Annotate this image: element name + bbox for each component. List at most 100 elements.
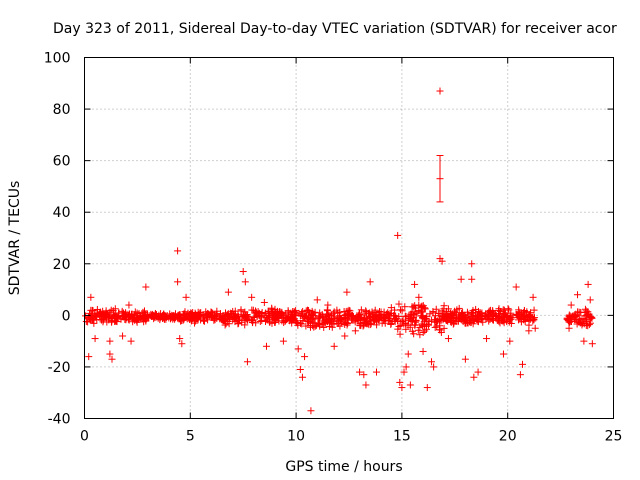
data-point	[395, 312, 403, 320]
data-point	[467, 319, 475, 327]
data-point	[423, 317, 431, 325]
data-point	[430, 363, 438, 371]
data-point	[373, 321, 381, 329]
data-point	[218, 316, 226, 324]
data-point	[436, 87, 444, 95]
data-point	[411, 280, 419, 288]
data-point	[186, 315, 194, 323]
data-point	[234, 320, 242, 328]
data-point	[515, 316, 523, 324]
data-point	[404, 350, 412, 358]
data-point	[371, 309, 379, 317]
data-point	[418, 321, 426, 329]
data-point	[272, 311, 280, 319]
data-point	[398, 384, 406, 392]
data-point	[419, 322, 427, 330]
data-point	[108, 355, 116, 363]
data-point	[499, 306, 507, 314]
y-axis-label: SDTVAR / TECUs	[7, 181, 23, 296]
data-point	[470, 373, 478, 381]
data-point	[118, 307, 126, 315]
data-point	[364, 309, 372, 317]
data-point	[526, 313, 534, 321]
data-point	[457, 315, 465, 323]
y-tick-label: 20	[53, 257, 71, 273]
data-point	[417, 308, 425, 316]
data-point	[279, 337, 287, 345]
data-point	[119, 332, 127, 340]
data-point	[380, 308, 388, 316]
data-point	[268, 308, 276, 316]
data-point	[582, 307, 590, 315]
data-point	[251, 309, 259, 317]
data-point	[425, 321, 433, 329]
data-point	[181, 311, 189, 319]
data-point	[307, 311, 315, 319]
data-point	[419, 347, 427, 355]
data-point	[364, 320, 372, 328]
data-point	[356, 321, 364, 329]
data-point	[583, 311, 591, 319]
data-point	[412, 317, 420, 325]
data-point	[342, 314, 350, 322]
data-point	[125, 301, 133, 309]
data-point	[407, 315, 415, 323]
data-point	[266, 311, 274, 319]
data-point	[397, 306, 405, 314]
data-point	[277, 308, 285, 316]
data-point	[472, 305, 480, 313]
data-point	[324, 301, 332, 309]
data-point	[436, 322, 444, 330]
data-point	[400, 368, 408, 376]
data-point	[227, 310, 235, 318]
data-point	[387, 320, 395, 328]
data-point	[481, 311, 489, 319]
data-point	[406, 381, 414, 389]
data-point	[179, 316, 187, 324]
data-point	[348, 312, 356, 320]
data-point	[485, 317, 493, 325]
data-point	[584, 280, 592, 288]
data-point	[343, 321, 351, 329]
data-point	[250, 313, 258, 321]
data-point	[109, 310, 117, 318]
data-point	[423, 384, 431, 392]
data-point	[241, 278, 249, 286]
data-point	[161, 313, 169, 321]
x-tick-label: 15	[393, 429, 411, 445]
data-point	[512, 283, 520, 291]
data-point	[337, 319, 345, 327]
data-point	[298, 320, 306, 328]
data-point	[411, 308, 419, 316]
data-point	[444, 305, 452, 313]
data-point	[133, 313, 141, 321]
data-point	[461, 355, 469, 363]
data-point	[525, 327, 533, 335]
y-tick-label: 0	[62, 308, 71, 324]
data-point	[402, 363, 410, 371]
y-tick-label: -20	[48, 360, 71, 376]
data-point	[237, 306, 245, 314]
data-point	[396, 378, 404, 386]
data-point	[440, 324, 448, 332]
data-point	[260, 298, 268, 306]
data-point	[323, 306, 331, 314]
data-point	[302, 312, 310, 320]
data-point	[432, 318, 440, 326]
data-point	[483, 335, 491, 343]
data-point	[520, 309, 528, 317]
data-point	[501, 315, 509, 323]
data-point	[307, 407, 315, 415]
data-point	[151, 313, 159, 321]
data-point	[573, 320, 581, 328]
data-point	[324, 318, 332, 326]
data-point	[485, 307, 493, 315]
data-point	[103, 311, 111, 319]
data-point	[211, 311, 219, 319]
data-point	[262, 342, 270, 350]
data-point	[142, 283, 150, 291]
data-point	[507, 315, 515, 323]
data-point	[357, 306, 365, 314]
data-point	[301, 313, 309, 321]
data-point	[87, 312, 95, 320]
